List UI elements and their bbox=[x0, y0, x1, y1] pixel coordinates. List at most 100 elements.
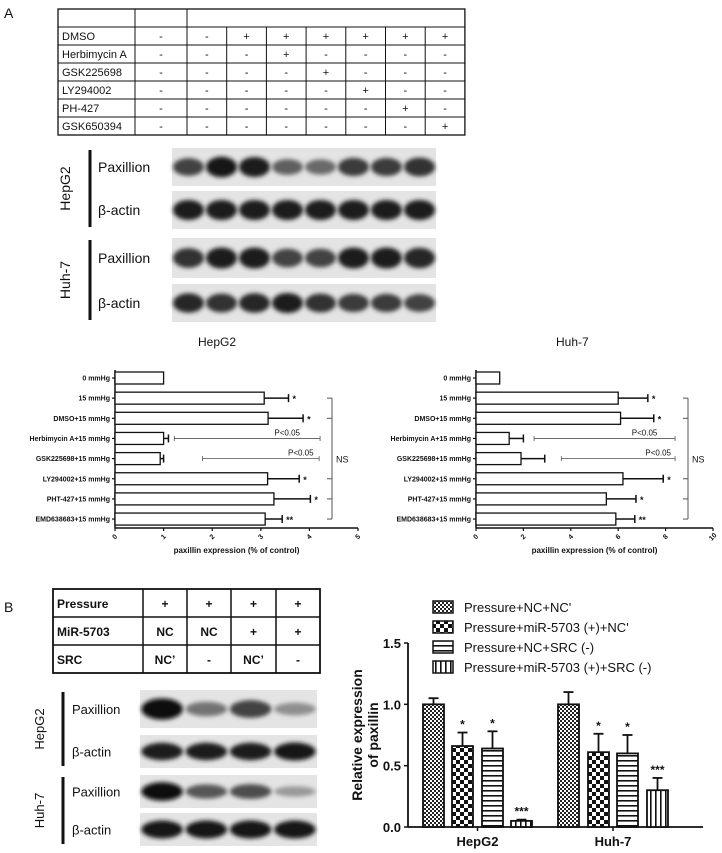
treatment-cell: - bbox=[443, 67, 447, 79]
condition-cell: NC bbox=[156, 625, 174, 639]
blot-band bbox=[185, 820, 228, 839]
treatment-cell: - bbox=[245, 121, 249, 133]
category-label: GSK225698+15 mmHg bbox=[397, 456, 471, 463]
x-tick-label: 4 bbox=[306, 533, 314, 541]
treatment-cell: - bbox=[364, 103, 368, 115]
category-label: 15 mmHg bbox=[439, 396, 471, 403]
treatment-cell: - bbox=[324, 121, 328, 133]
bar bbox=[475, 472, 624, 486]
treatment-cell: + bbox=[362, 85, 368, 97]
ns-label: NS bbox=[692, 455, 705, 465]
bar bbox=[114, 391, 265, 405]
bar bbox=[587, 751, 610, 828]
treatment-cell: - bbox=[245, 49, 249, 61]
y-axis-label: of paxillin bbox=[365, 702, 381, 767]
ns-label: NS bbox=[336, 455, 349, 465]
blot-band bbox=[229, 820, 272, 839]
treatment-cell: - bbox=[284, 85, 288, 97]
treatment-cell: - bbox=[205, 67, 209, 79]
treatment-cell: - bbox=[284, 67, 288, 79]
blot-band bbox=[274, 702, 316, 716]
blot-band bbox=[337, 293, 370, 313]
protein-label: β-actin bbox=[72, 823, 111, 838]
significance-marker: *** bbox=[514, 805, 528, 819]
significance-marker: ** bbox=[639, 515, 647, 525]
treatment-cell: - bbox=[245, 85, 249, 97]
treatment-cell: - bbox=[324, 85, 328, 97]
comparison-label: P<0.05 bbox=[274, 428, 300, 437]
x-tick-label: 1 bbox=[160, 533, 168, 541]
table-border bbox=[57, 8, 466, 136]
bar bbox=[475, 391, 619, 405]
treatment-cell: - bbox=[205, 49, 209, 61]
y-axis-label: Relative expression bbox=[349, 669, 365, 801]
x-tick-label: 2 bbox=[209, 533, 217, 541]
blot-band bbox=[271, 248, 304, 268]
treatment-cell: - bbox=[364, 67, 368, 79]
blot-band bbox=[205, 247, 238, 269]
protein-label: β-actin bbox=[98, 202, 140, 218]
western-blots-b: HepG2 Paxillion β-actin Huh-7 Paxillion β-act… bbox=[32, 690, 317, 846]
significance-marker: * bbox=[652, 394, 656, 404]
blot-band bbox=[229, 700, 272, 718]
blot-band bbox=[403, 157, 436, 177]
blot-band bbox=[370, 157, 403, 177]
x-tick-label: 0 bbox=[472, 533, 480, 541]
treatment-cell: - bbox=[404, 85, 408, 97]
blot-band bbox=[271, 199, 304, 221]
blot-band bbox=[304, 199, 337, 221]
x-tick-label: 0 bbox=[111, 533, 119, 541]
category-label: Herbimycin A+15 mmHg bbox=[30, 436, 110, 443]
blot-band bbox=[370, 247, 403, 269]
treatment-label: GSK650394 bbox=[62, 121, 122, 133]
bar bbox=[114, 431, 165, 446]
cell-line-label: HepG2 bbox=[32, 708, 47, 749]
comparison-label: P<0.05 bbox=[288, 449, 314, 458]
treatment-cell: - bbox=[284, 121, 288, 133]
category-label: GSK225698+15 mmHg bbox=[36, 456, 110, 463]
blot-band bbox=[274, 742, 316, 761]
treatment-cell: - bbox=[159, 121, 163, 133]
treatment-cell: + bbox=[442, 31, 448, 43]
treatment-cell: - bbox=[404, 121, 408, 133]
condition-cell: NC’ bbox=[243, 653, 264, 667]
legend-swatch bbox=[432, 600, 454, 614]
blot-band bbox=[304, 159, 337, 175]
treatment-label: PH-427 bbox=[62, 103, 99, 115]
protein-label: Paxillion bbox=[98, 159, 150, 175]
category-label: 15 mmHg bbox=[78, 396, 110, 403]
blot-band bbox=[370, 293, 403, 313]
condition-cell: - bbox=[207, 653, 211, 667]
blot-band bbox=[271, 159, 304, 175]
bar bbox=[114, 472, 269, 486]
x-tick-label: 8 bbox=[662, 533, 670, 541]
bar bbox=[510, 819, 533, 828]
category-label: 0 mmHg bbox=[443, 376, 471, 383]
bar bbox=[646, 789, 669, 828]
blot-band bbox=[205, 199, 238, 221]
condition-cell: + bbox=[250, 625, 257, 639]
treatment-cell: - bbox=[159, 67, 163, 79]
treatment-cell: - bbox=[443, 103, 447, 115]
panel-label-b: B bbox=[4, 599, 13, 615]
treatment-cell: - bbox=[364, 121, 368, 133]
bar bbox=[475, 371, 501, 385]
treatment-cell: - bbox=[205, 121, 209, 133]
treatment-cell: - bbox=[159, 85, 163, 97]
treatment-label: DMSO bbox=[62, 31, 95, 43]
protein-label: β-actin bbox=[98, 295, 140, 311]
significance-marker: * bbox=[640, 495, 644, 505]
blot-band bbox=[141, 742, 183, 761]
blot-band bbox=[185, 701, 228, 717]
treatment-cell: - bbox=[205, 103, 209, 115]
treatment-cell: - bbox=[443, 85, 447, 97]
blot-band bbox=[238, 156, 271, 178]
blot-band bbox=[172, 158, 205, 176]
treatment-cell: - bbox=[324, 49, 328, 61]
y-tick-label: 0.0 bbox=[383, 820, 401, 835]
legend-swatch bbox=[432, 660, 454, 674]
bar bbox=[557, 703, 580, 828]
legend-swatch bbox=[432, 620, 454, 634]
treatment-cell: + bbox=[402, 31, 408, 43]
